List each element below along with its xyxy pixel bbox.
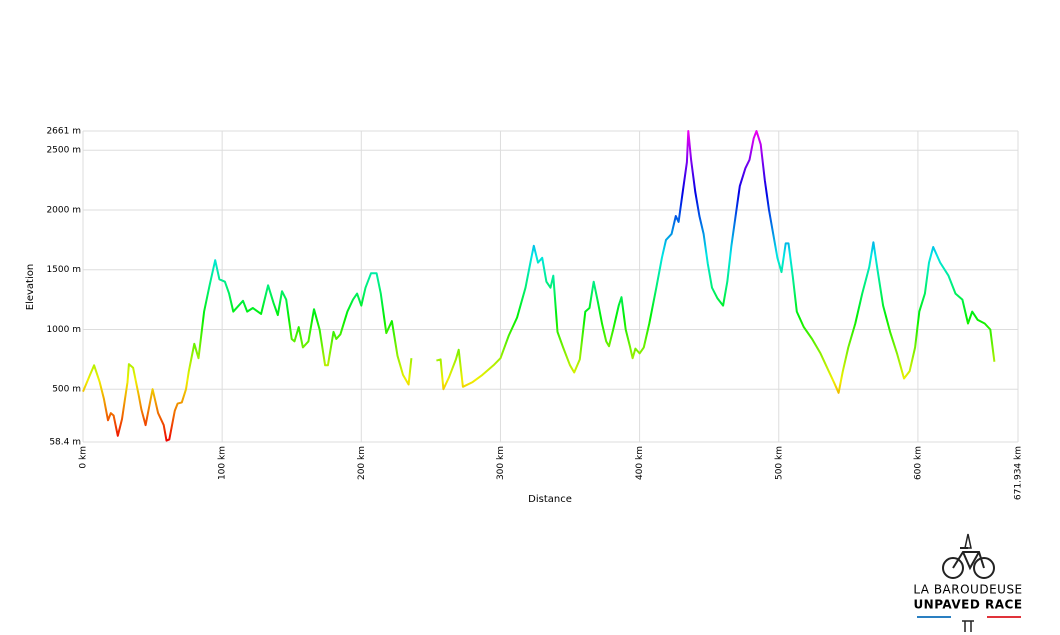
y-tick-label: 2661 m (46, 127, 81, 137)
x-tick-label: 300 km (496, 446, 506, 480)
x-tick-label: 0 km (79, 446, 89, 469)
x-tick-label: 671.934 km (1014, 446, 1024, 500)
x-tick-label: 200 km (357, 446, 367, 480)
x-tick-label: 100 km (218, 446, 228, 480)
y-tick-label: 500 m (52, 385, 81, 395)
y-tick-label: 2000 m (46, 205, 81, 215)
elevation-line (82, 130, 996, 442)
x-axis-title: Distance (528, 494, 572, 505)
y-tick-label: 1500 m (46, 265, 81, 275)
y-tick-label: 2500 m (46, 146, 81, 156)
x-tick-label: 600 km (913, 446, 923, 480)
x-tick-label: 400 km (635, 446, 645, 480)
y-axis-title: Elevation (25, 264, 36, 310)
y-tick-label: 58.4 m (49, 438, 81, 448)
logo: LA BAROUDEUSE UNPAVED RACE (913, 533, 1022, 632)
x-tick-label: 500 km (774, 446, 784, 480)
logo-line2: UNPAVED RACE (913, 598, 1022, 612)
y-tick-label: 1000 m (46, 325, 81, 335)
logo-line1: LA BAROUDEUSE (913, 583, 1022, 597)
